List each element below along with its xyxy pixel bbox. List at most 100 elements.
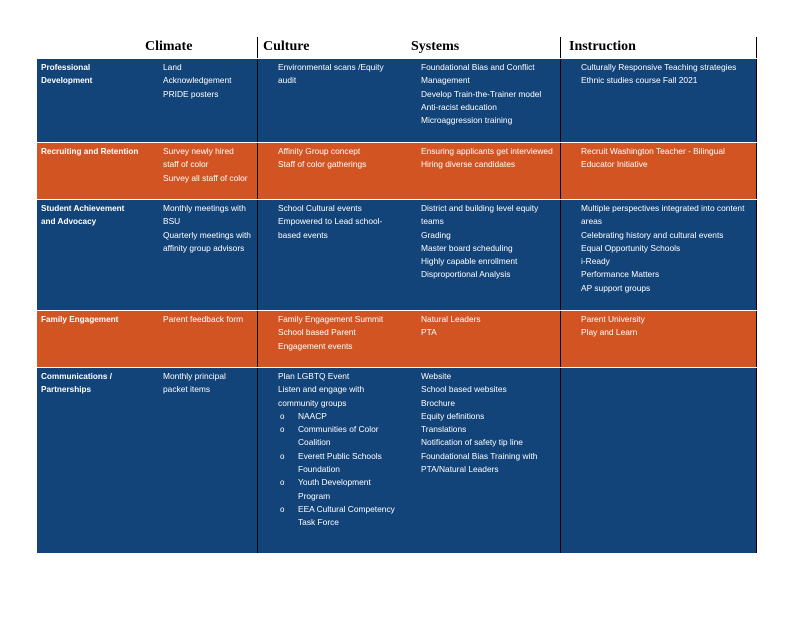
- list-item-text: Staff of color gatherings: [278, 159, 367, 170]
- list-item-text: Plan LGBTQ Event: [278, 371, 350, 381]
- bullet-icon: [401, 202, 421, 229]
- header-climate: Climate: [145, 39, 193, 54]
- bullet-icon: [401, 255, 421, 268]
- cell-culture: Family Engagement Summit School based Par…: [257, 311, 401, 367]
- list-item: Ensuring applicants get interviewed: [401, 145, 560, 158]
- list-item: Staff of color gatherings: [258, 158, 401, 171]
- list-item-text: Survey newly hired staff of color: [163, 146, 234, 170]
- bullet-icon: [401, 268, 421, 281]
- bullet-icon: [141, 172, 163, 185]
- list-item: Notification of safety tip line: [401, 436, 560, 449]
- list-item: PRIDE posters: [141, 88, 257, 101]
- list-item-text: Ethnic studies course Fall 2021: [581, 75, 698, 86]
- table-row: Recruiting and Retention Survey newly hir…: [37, 142, 757, 199]
- list-item: Multiple perspectives integrated into co…: [561, 202, 756, 229]
- cell-systems: Ensuring applicants get interviewed Hirin…: [401, 143, 560, 199]
- list-item-text: Listen and engage with community groups: [278, 384, 365, 408]
- bullet-icon: [401, 313, 421, 326]
- table-body: Professional Development Land Acknowledge…: [37, 58, 757, 553]
- bullet-icon: [561, 145, 581, 172]
- row-label: Professional Development: [41, 63, 93, 86]
- bullet-icon: [561, 255, 581, 268]
- list-item: Ethnic studies course Fall 2021: [561, 74, 756, 87]
- list-item: Website: [401, 370, 560, 383]
- list-item: Family Engagement Summit: [258, 313, 401, 326]
- header-instruction: Instruction: [560, 37, 757, 58]
- table-row: Communications / Partnerships Monthly pri…: [37, 367, 757, 553]
- cell-instruction: [560, 368, 757, 553]
- list-item: PTA: [401, 326, 560, 339]
- list-item: Microaggression training: [401, 114, 560, 127]
- list-item: AP support groups: [561, 282, 756, 295]
- bullet-icon: [141, 61, 163, 88]
- list-item: Equity definitions: [401, 410, 560, 423]
- list-item: Land Acknowledgement: [141, 61, 257, 88]
- list-item-text: Survey all staff of color: [163, 172, 248, 183]
- sub-list-item-text: Communities of Color Coalition: [298, 424, 379, 448]
- list-item-text: Equity definitions: [421, 410, 485, 421]
- list-item-text: Foundational Bias Training with PTA/Natu…: [421, 450, 538, 475]
- list-item-text: School based Parent Engagement events: [278, 327, 356, 351]
- list-item: Quarterly meetings with affinity group a…: [141, 229, 257, 256]
- bullet-icon: [561, 282, 581, 295]
- list-item-text: Culturally Responsive Teaching strategie…: [581, 62, 737, 72]
- bullet-icon: [401, 88, 421, 101]
- list-item: Play and Learn: [561, 326, 756, 339]
- bullet-icon: [401, 242, 421, 255]
- bullet-icon: [258, 145, 278, 158]
- sub-list-item: o EEA Cultural Competency Task Force: [258, 503, 401, 530]
- bullet-icon: [561, 74, 581, 87]
- list-item: Survey all staff of color: [141, 172, 257, 185]
- list-item-text: Ensuring applicants get interviewed: [421, 146, 553, 156]
- list-item: Affinity Group concept: [258, 145, 401, 158]
- list-item-text: Play and Learn: [581, 327, 638, 338]
- bullet-icon: [401, 410, 421, 423]
- list-item: i-Ready: [561, 255, 756, 268]
- list-item: Survey newly hired staff of color: [141, 145, 257, 172]
- list-item-text: Hiring diverse candidates: [421, 159, 516, 170]
- sub-list-item: o Everett Public Schools Foundation: [258, 450, 401, 477]
- cell-instruction: Multiple perspectives integrated into co…: [560, 200, 757, 310]
- bullet-icon: [561, 326, 581, 339]
- cell-instruction: Parent University Play and Learn: [560, 311, 757, 367]
- cell-climate: Monthly meetings with BSU Quarterly meeti…: [141, 200, 257, 310]
- list-item-text: Disproportional Analysis: [421, 269, 511, 280]
- bullet-icon: [401, 450, 421, 477]
- list-item-text: PRIDE posters: [163, 88, 219, 99]
- bullet-icon: [561, 202, 581, 229]
- cell-climate: Monthly principal packet items: [141, 368, 257, 553]
- list-item: Highly capable enrollment: [401, 255, 560, 268]
- header-systems: Systems: [411, 39, 460, 54]
- sub-list-item-text: NAACP: [298, 410, 327, 421]
- bullet-icon: [258, 61, 278, 88]
- row-label: Student Achievement and Advocacy: [41, 204, 125, 227]
- list-item-text: Develop Train-the-Trainer model: [421, 88, 542, 99]
- circle-bullet-icon: o: [280, 451, 285, 461]
- list-item: Grading: [401, 229, 560, 242]
- list-item: Culturally Responsive Teaching strategie…: [561, 61, 756, 74]
- bullet-icon: [258, 215, 278, 242]
- list-item-text: Equal Opportunity Schools: [581, 242, 681, 253]
- list-item-text: i-Ready: [581, 256, 610, 267]
- list-item: Translations: [401, 423, 560, 436]
- list-item-text: Highly capable enrollment: [421, 256, 518, 267]
- list-item-text: Empowered to Lead school-based events: [278, 216, 383, 240]
- list-item: Listen and engage with community groups: [258, 383, 401, 410]
- list-item: Performance Matters: [561, 268, 756, 281]
- list-item: Plan LGBTQ Event: [258, 370, 401, 383]
- list-item: School Cultural events: [258, 202, 401, 215]
- bullet-icon: [258, 326, 278, 353]
- list-item-text: Performance Matters: [581, 269, 660, 280]
- bullet-icon: [401, 114, 421, 127]
- list-item-text: School Cultural events: [278, 203, 362, 213]
- list-item: Empowered to Lead school-based events: [258, 215, 401, 242]
- bullet-icon: [561, 229, 581, 242]
- bullet-icon: [401, 158, 421, 171]
- bullet-icon: [561, 242, 581, 255]
- header-culture: Culture: [257, 37, 401, 58]
- list-item: Natural Leaders: [401, 313, 560, 326]
- sub-list-item-text: EEA Cultural Competency Task Force: [298, 503, 395, 528]
- cell-culture: School Cultural events Empowered to Lead …: [257, 200, 401, 310]
- bullet-icon: [401, 101, 421, 114]
- bullet-icon: [258, 370, 278, 383]
